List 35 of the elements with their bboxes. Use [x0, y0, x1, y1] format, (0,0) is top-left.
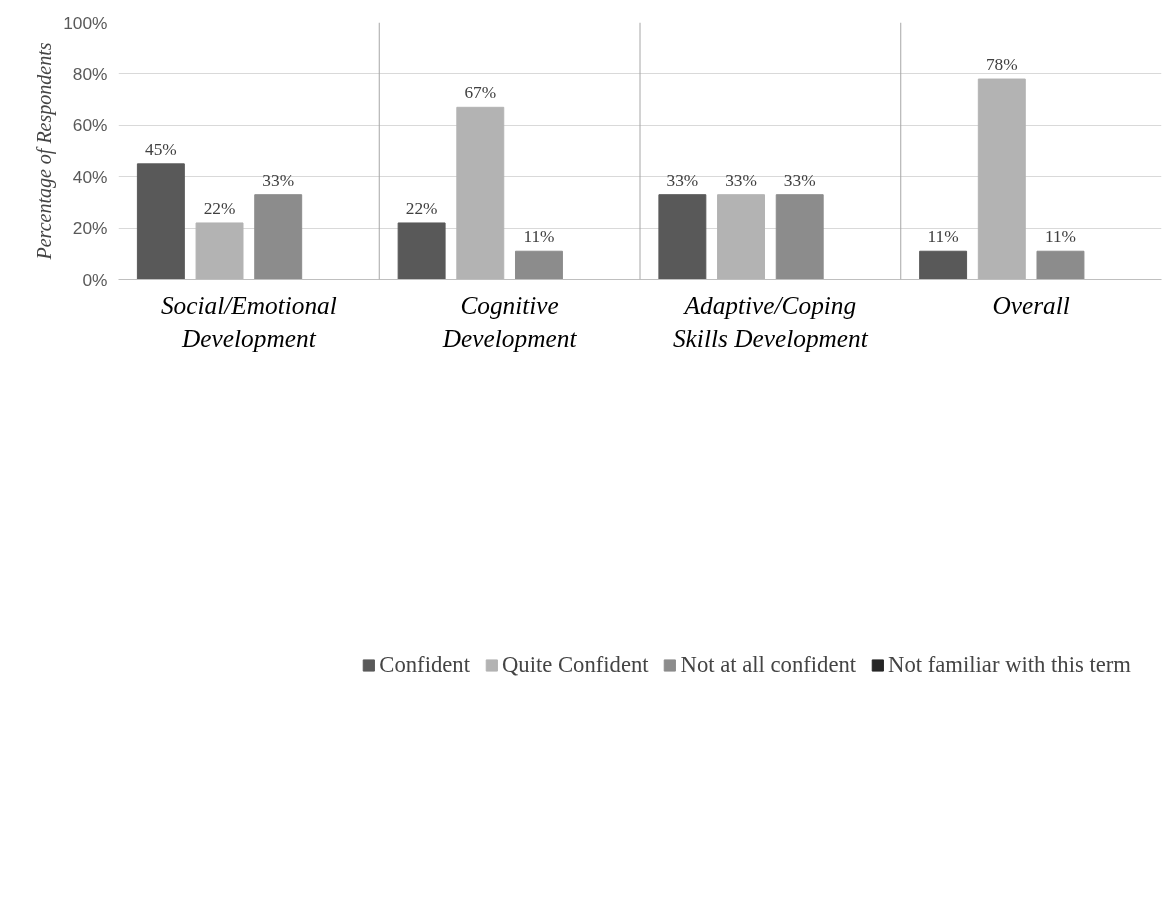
legend-label: Not at all confident: [680, 652, 857, 678]
x-tick-label: Adaptive/Coping Skills Development: [672, 290, 869, 353]
y-axis-title: Percentage of Respondents: [33, 42, 57, 261]
bar: [658, 194, 707, 280]
data-label: 22%: [203, 198, 236, 218]
y-tick-label: 80%: [72, 63, 108, 84]
bar: [919, 250, 968, 280]
legend-label: Not familiar with this term: [888, 652, 1131, 678]
bar: [1036, 250, 1085, 280]
x-tick-label: Social/Emotional Development: [160, 290, 337, 353]
bar: [514, 250, 563, 280]
y-tick-label: 0%: [82, 269, 108, 290]
data-label: 11%: [927, 227, 959, 247]
bar: [775, 194, 824, 280]
data-label: 67%: [464, 83, 497, 103]
x-tick-label: Overall: [992, 290, 1070, 319]
bar: [254, 194, 303, 280]
y-tick-label: 40%: [72, 166, 108, 187]
data-label: 33%: [725, 170, 757, 190]
data-label: 33%: [262, 170, 295, 190]
legend-label: Quite Confident: [501, 652, 649, 678]
y-tick-label: 60%: [72, 115, 108, 136]
data-label: 45%: [144, 139, 177, 159]
y-tick-label: 20%: [72, 218, 108, 239]
data-label: 33%: [783, 170, 816, 190]
data-label: 11%: [1044, 227, 1077, 247]
data-label: 11%: [523, 227, 555, 247]
bar: [136, 163, 185, 280]
legend-label: Confident: [379, 652, 470, 678]
data-label: 22%: [405, 198, 438, 218]
data-label: 78%: [985, 54, 1018, 74]
y-tick-label: 100%: [63, 12, 108, 33]
x-tick-label: Cognitive Development: [441, 290, 578, 353]
bar: [397, 222, 446, 280]
data-label: 33%: [666, 170, 699, 190]
